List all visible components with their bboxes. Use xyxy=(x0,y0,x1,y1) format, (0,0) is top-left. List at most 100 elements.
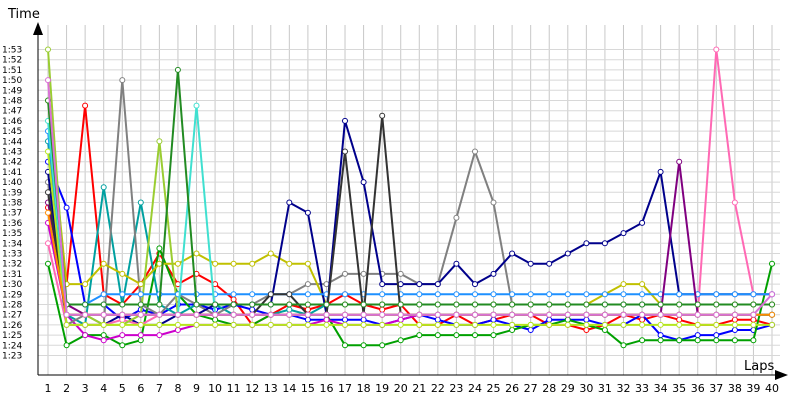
data-point xyxy=(546,260,553,267)
x-tick-label: 22 xyxy=(431,382,445,395)
data-point xyxy=(472,321,478,328)
x-axis-title: Laps xyxy=(744,359,774,374)
data-point xyxy=(342,321,348,328)
y-tick-label: 1:46 xyxy=(2,117,22,127)
data-point xyxy=(230,260,237,267)
y-tick-label: 1:40 xyxy=(2,178,22,188)
data-point xyxy=(137,291,144,298)
data-point xyxy=(490,321,497,328)
grid-lines xyxy=(38,25,780,375)
series-line xyxy=(47,222,772,342)
data-point xyxy=(82,281,89,288)
data-point xyxy=(267,321,274,328)
y-tick-label: 1:39 xyxy=(2,188,22,198)
data-point xyxy=(694,311,701,318)
data-point xyxy=(342,301,348,308)
y-tick-label: 1:38 xyxy=(2,199,22,209)
x-tick-label: 38 xyxy=(728,382,742,395)
y-tick-label: 1:52 xyxy=(2,56,22,66)
data-point xyxy=(694,301,701,308)
data-point xyxy=(527,301,534,308)
data-point xyxy=(45,189,51,196)
data-point xyxy=(119,291,126,298)
data-point xyxy=(397,316,404,323)
data-point xyxy=(45,77,51,84)
series-line xyxy=(47,80,773,316)
data-point xyxy=(676,301,683,308)
data-point xyxy=(304,291,311,298)
x-tick-label: 12 xyxy=(245,382,259,395)
data-point xyxy=(100,311,107,318)
data-point xyxy=(45,209,51,216)
data-point xyxy=(546,291,553,298)
data-point xyxy=(657,311,664,318)
data-point xyxy=(379,291,386,298)
data-point xyxy=(639,311,646,318)
data-point xyxy=(212,316,219,323)
data-point xyxy=(100,332,107,339)
y-tick-label: 1:23 xyxy=(2,352,22,362)
data-point xyxy=(490,332,497,339)
series-14 xyxy=(45,148,775,328)
data-point xyxy=(657,321,664,328)
data-point xyxy=(323,321,330,328)
series-line xyxy=(47,119,772,326)
data-point xyxy=(100,260,107,267)
y-tick-label: 1:27 xyxy=(2,311,22,321)
data-point xyxy=(564,291,571,298)
data-point xyxy=(342,148,348,155)
data-point xyxy=(676,291,683,298)
data-point xyxy=(509,291,516,298)
y-tick-label: 1:42 xyxy=(2,158,22,168)
data-point xyxy=(286,321,293,328)
y-axis-title: Time xyxy=(7,7,40,22)
data-point xyxy=(453,291,460,298)
data-point xyxy=(45,46,51,53)
series-layer xyxy=(45,46,775,349)
data-point xyxy=(100,184,107,191)
data-point xyxy=(509,311,516,318)
y-tick-label: 1:24 xyxy=(2,341,22,351)
data-point xyxy=(657,337,664,344)
data-point xyxy=(82,321,89,328)
data-point xyxy=(769,321,775,328)
data-point xyxy=(713,311,720,318)
y-tick-label: 1:34 xyxy=(2,239,22,249)
data-point xyxy=(137,301,144,308)
data-point xyxy=(434,291,441,298)
data-point xyxy=(360,179,367,186)
y-tick-label: 1:33 xyxy=(2,250,22,260)
y-tick-label: 1:41 xyxy=(2,168,22,178)
series-line xyxy=(47,130,772,306)
data-point xyxy=(286,306,293,313)
y-tick-label: 1:43 xyxy=(2,148,22,158)
data-point xyxy=(639,291,646,298)
data-point xyxy=(416,291,423,298)
data-point xyxy=(639,321,646,328)
data-point xyxy=(212,321,219,328)
data-point xyxy=(100,337,107,344)
data-point xyxy=(119,342,126,349)
data-point xyxy=(137,337,144,344)
x-tick-label: 20 xyxy=(394,382,408,395)
x-tick-label: 39 xyxy=(746,382,760,395)
x-tick-label: 36 xyxy=(691,382,705,395)
data-point xyxy=(564,250,571,257)
series-16 xyxy=(45,66,775,308)
data-point xyxy=(63,342,70,349)
data-point xyxy=(453,311,460,318)
data-point xyxy=(156,260,163,267)
x-tick-label: 1 xyxy=(45,382,52,395)
data-point xyxy=(267,250,274,257)
data-point xyxy=(304,311,311,318)
data-point xyxy=(490,270,497,277)
data-point xyxy=(323,301,330,308)
x-tick-label: 21 xyxy=(412,382,426,395)
x-tick-label: 14 xyxy=(282,382,296,395)
data-point xyxy=(174,327,181,333)
data-point xyxy=(230,311,237,318)
data-point xyxy=(490,301,497,308)
x-tick-label: 32 xyxy=(616,382,630,395)
data-point xyxy=(731,321,738,328)
x-tick-label: 15 xyxy=(301,382,315,395)
